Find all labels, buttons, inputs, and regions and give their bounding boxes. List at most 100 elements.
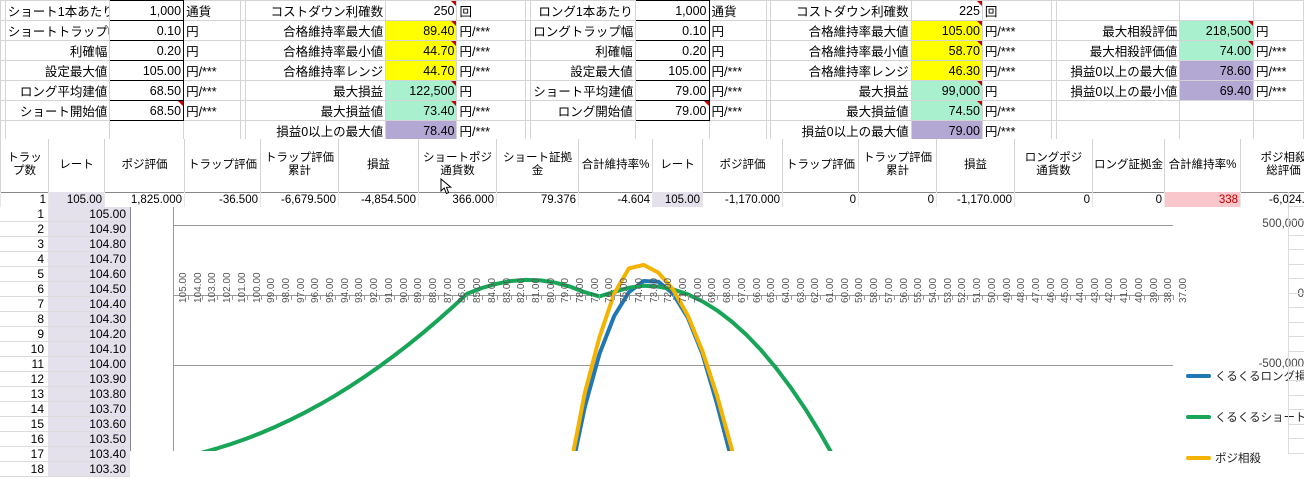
row-number[interactable]: 17 [0,447,48,462]
table-cell[interactable]: 1 [1,192,49,207]
column-header[interactable]: ロングポジ通貨数 [1015,139,1093,192]
legend-item[interactable]: ポジ相殺 [1186,437,1304,478]
column-header[interactable]: ポジ評価 [703,139,783,192]
table-cell[interactable]: 366.000 [419,192,497,207]
table-cell[interactable]: 0 [1015,192,1093,207]
row-number[interactable]: 9 [0,327,48,342]
legend-item[interactable]: くるくるロング損益 [1186,355,1304,396]
row-number[interactable]: 5 [0,267,48,282]
table-cell[interactable]: -36.500 [185,192,261,207]
param-value[interactable]: 122,500 [386,81,457,101]
rate-cell[interactable]: 103.80 [48,387,130,402]
table-cell[interactable]: -1,170.000 [937,192,1015,207]
table-cell[interactable]: 0 [1093,192,1165,207]
row-number[interactable]: 2 [0,222,48,237]
table-cell[interactable]: 0 [859,192,937,207]
param-value[interactable]: 1,000 [110,1,184,21]
table-cell[interactable]: 1,825.000 [105,192,185,207]
rate-cell[interactable]: 104.70 [48,252,130,267]
rate-cell[interactable]: 104.90 [48,222,130,237]
column-header[interactable]: 損益 [339,139,419,192]
param-value[interactable] [1180,101,1254,121]
param-value[interactable]: 58.70 [911,41,982,61]
row-number[interactable]: 12 [0,372,48,387]
rate-cell[interactable]: 104.00 [48,357,130,372]
table-cell[interactable]: -4,854.500 [339,192,419,207]
param-value[interactable] [110,121,184,141]
rate-cell[interactable]: 103.90 [48,372,130,387]
column-header[interactable]: トラップ評価 [783,139,859,192]
param-value[interactable]: 78.40 [386,121,457,141]
row-number[interactable]: 6 [0,282,48,297]
column-header[interactable]: レート [653,139,703,192]
param-value[interactable]: 89.40 [386,21,457,41]
param-value[interactable]: 74.00 [1180,41,1254,61]
param-value[interactable]: 74.50 [911,101,982,121]
param-value[interactable] [1180,1,1254,21]
column-header[interactable]: ショートポジ通貨数 [419,139,497,192]
column-header[interactable]: レート [49,139,105,192]
row-number[interactable]: 1 [0,207,48,222]
column-header[interactable]: ショート証拠金 [497,139,579,192]
rate-cell[interactable]: 105.00 [48,207,130,222]
param-value[interactable] [1180,121,1254,141]
rate-cell[interactable]: 104.10 [48,342,130,357]
column-header[interactable]: ロング証拠金 [1093,139,1165,192]
param-value[interactable]: 105.00 [911,21,982,41]
table-cell[interactable]: 105.00 [49,192,105,207]
row-number[interactable]: 8 [0,312,48,327]
param-value[interactable]: 79.00 [635,81,709,101]
param-value[interactable]: 1,000 [635,1,709,21]
param-value[interactable]: 0.20 [110,41,184,61]
column-header[interactable]: トラップ評価累計 [859,139,937,192]
column-header[interactable]: 合計維持率% [1165,139,1241,192]
row-number[interactable]: 4 [0,252,48,267]
rate-cell[interactable]: 104.80 [48,237,130,252]
table-cell[interactable]: -1,170.000 [703,192,783,207]
param-value[interactable] [635,121,709,141]
rate-cell[interactable]: 104.20 [48,327,130,342]
row-number[interactable]: 11 [0,357,48,372]
param-value[interactable]: 0.10 [635,21,709,41]
rate-cell[interactable]: 104.40 [48,297,130,312]
row-number[interactable]: 10 [0,342,48,357]
param-value[interactable]: 46.30 [911,61,982,81]
param-value[interactable]: 225 [911,1,982,21]
table-cell[interactable]: -6,679.500 [261,192,339,207]
param-value[interactable]: 78.60 [1180,61,1254,81]
param-value[interactable]: 68.50 [110,101,184,121]
param-value[interactable]: 218,500 [1180,21,1254,41]
param-value[interactable]: 99,000 [911,81,982,101]
param-value[interactable]: 73.40 [386,101,457,121]
param-value[interactable]: 68.50 [110,81,184,101]
row-number[interactable]: 3 [0,237,48,252]
chart-legend[interactable]: くるくるロング損益くるくるショート損益ポジ相殺 [1186,355,1304,478]
column-header[interactable]: ポジ相殺総評価 [1241,139,1304,192]
table-cell[interactable]: 338 [1165,192,1241,207]
row-number[interactable]: 18 [0,462,48,477]
table-cell[interactable]: 105.00 [653,192,703,207]
column-header[interactable]: トラップ評価累計 [261,139,339,192]
table-cell[interactable]: 79.376 [497,192,579,207]
param-value[interactable]: 105.00 [635,61,709,81]
table-cell[interactable]: -4.604 [579,192,653,207]
legend-item[interactable]: くるくるショート損益 [1186,396,1304,437]
rate-cell[interactable]: 104.50 [48,282,130,297]
param-value[interactable]: 79.00 [911,121,982,141]
row-number[interactable]: 15 [0,417,48,432]
table-cell[interactable]: 0 [783,192,859,207]
